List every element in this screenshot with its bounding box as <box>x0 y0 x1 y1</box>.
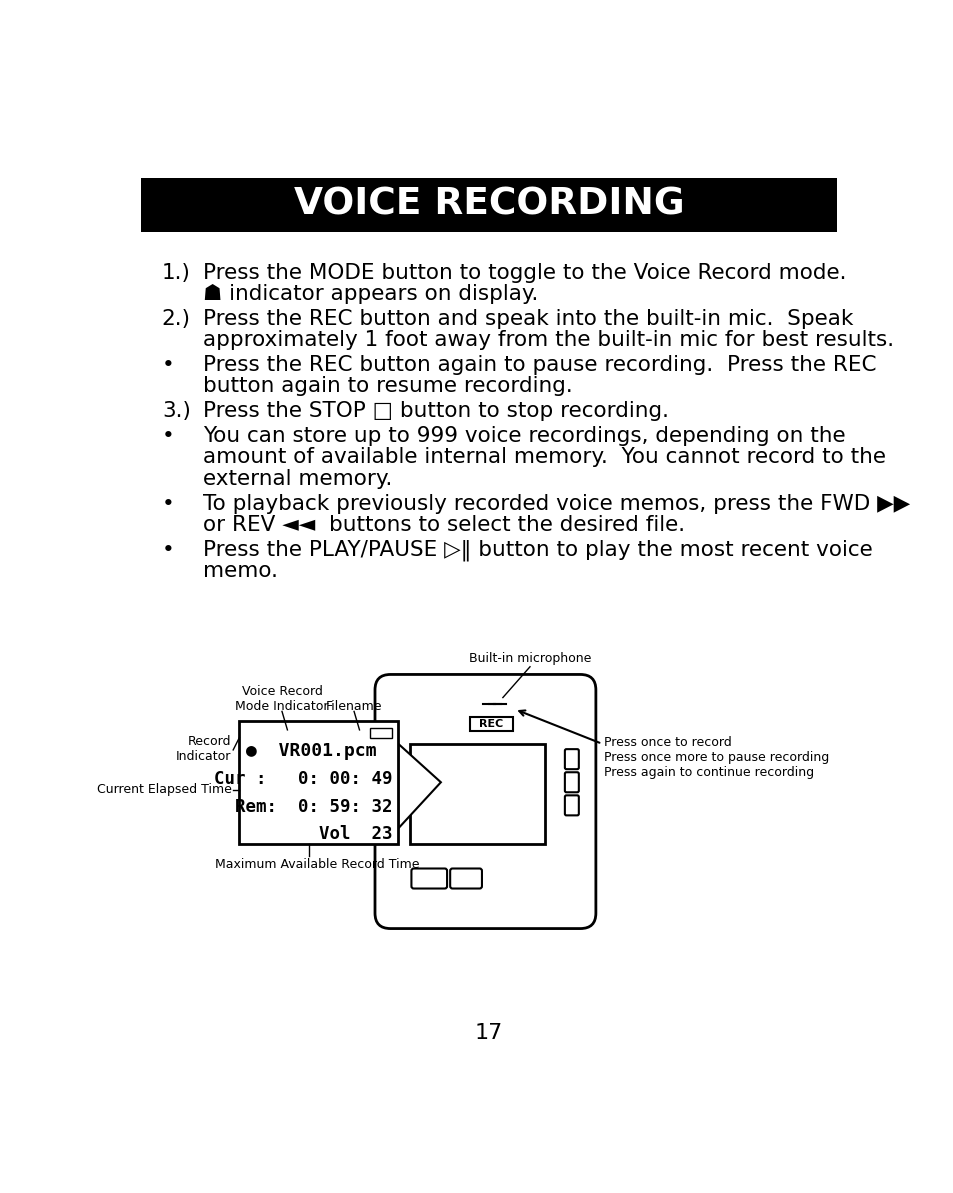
Text: external memory.: external memory. <box>203 469 392 489</box>
Text: Vol  23: Vol 23 <box>234 826 392 843</box>
Text: amount of available internal memory.  You cannot record to the: amount of available internal memory. You… <box>203 447 885 468</box>
Text: Press the MODE button to toggle to the Voice Record mode.: Press the MODE button to toggle to the V… <box>203 262 845 283</box>
Text: •: • <box>162 426 174 446</box>
FancyBboxPatch shape <box>564 772 578 792</box>
Text: VOICE RECORDING: VOICE RECORDING <box>294 187 683 223</box>
Text: Cur :   0: 00: 49: Cur : 0: 00: 49 <box>213 769 392 787</box>
Text: Record
Indicator: Record Indicator <box>176 735 232 762</box>
Text: Built-in microphone: Built-in microphone <box>468 653 591 666</box>
Text: REC: REC <box>478 718 503 729</box>
Bar <box>410 743 545 843</box>
Text: ●  VR001.pcm: ● VR001.pcm <box>245 742 375 760</box>
Bar <box>370 729 392 737</box>
Text: approximately 1 foot away from the built-in mic for best results.: approximately 1 foot away from the built… <box>203 330 893 351</box>
Text: Maximum Available Record Time: Maximum Available Record Time <box>214 858 418 871</box>
Text: Press the STOP □ button to stop recording.: Press the STOP □ button to stop recordin… <box>203 401 668 421</box>
Text: •: • <box>162 539 174 560</box>
Text: To playback previously recorded voice memos, press the FWD ▶▶: To playback previously recorded voice me… <box>203 494 909 513</box>
Text: Rem:  0: 59: 32: Rem: 0: 59: 32 <box>234 798 392 816</box>
FancyBboxPatch shape <box>411 869 447 889</box>
Text: Press the REC button and speak into the built-in mic.  Speak: Press the REC button and speak into the … <box>203 309 852 329</box>
Text: Voice Record
Mode Indicator: Voice Record Mode Indicator <box>235 685 329 713</box>
Text: Press the REC button again to pause recording.  Press the REC: Press the REC button again to pause reco… <box>203 354 876 375</box>
Bar <box>239 721 397 843</box>
Polygon shape <box>397 743 440 828</box>
Text: You can store up to 999 voice recordings, depending on the: You can store up to 999 voice recordings… <box>203 426 844 446</box>
Text: 17: 17 <box>475 1022 502 1043</box>
Text: Press the PLAY/PAUSE ▷‖ button to play the most recent voice: Press the PLAY/PAUSE ▷‖ button to play t… <box>203 539 872 561</box>
Text: Press once to record
Press once more to pause recording
Press again to continue : Press once to record Press once more to … <box>603 736 828 779</box>
Text: ☗ indicator appears on display.: ☗ indicator appears on display. <box>203 284 537 304</box>
Text: 1.): 1.) <box>162 262 191 283</box>
FancyBboxPatch shape <box>564 749 578 769</box>
Text: memo.: memo. <box>203 561 277 581</box>
Text: or REV ◄◄  buttons to select the desired file.: or REV ◄◄ buttons to select the desired … <box>203 515 684 536</box>
FancyBboxPatch shape <box>564 796 578 815</box>
Text: •: • <box>162 354 174 375</box>
FancyBboxPatch shape <box>375 674 596 928</box>
Text: 2.): 2.) <box>162 309 191 329</box>
Bar <box>141 178 836 231</box>
Text: 3.): 3.) <box>162 401 191 421</box>
Text: button again to resume recording.: button again to resume recording. <box>203 377 572 396</box>
Bar <box>470 717 513 730</box>
Text: Current Elapsed Time: Current Elapsed Time <box>96 784 232 797</box>
Text: Filename: Filename <box>326 700 382 713</box>
Text: •: • <box>162 494 174 513</box>
FancyBboxPatch shape <box>450 869 481 889</box>
